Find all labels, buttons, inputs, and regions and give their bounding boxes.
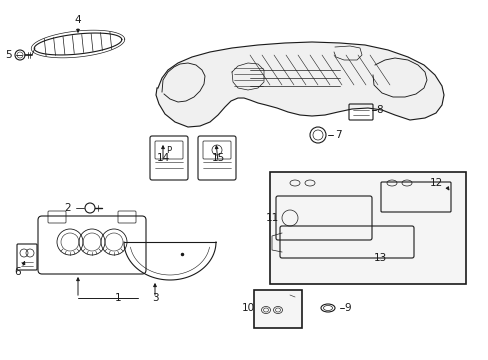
Text: 2: 2 (64, 203, 71, 213)
Text: 4: 4 (75, 15, 81, 25)
Text: 13: 13 (373, 253, 386, 263)
Text: 10: 10 (241, 303, 254, 313)
Text: 5: 5 (5, 50, 11, 60)
Text: 11: 11 (265, 213, 278, 223)
Text: 15: 15 (211, 153, 224, 163)
Text: 3: 3 (151, 293, 158, 303)
Text: 8: 8 (376, 105, 383, 115)
Text: 7: 7 (334, 130, 341, 140)
Polygon shape (156, 42, 443, 127)
Text: 12: 12 (428, 178, 442, 188)
Text: 9: 9 (344, 303, 350, 313)
Text: 6: 6 (15, 267, 21, 277)
Bar (253, 290, 302, 328)
Text: 14: 14 (156, 153, 169, 163)
Text: P: P (166, 145, 171, 154)
Bar (269, 172, 465, 284)
Text: 1: 1 (115, 293, 121, 303)
